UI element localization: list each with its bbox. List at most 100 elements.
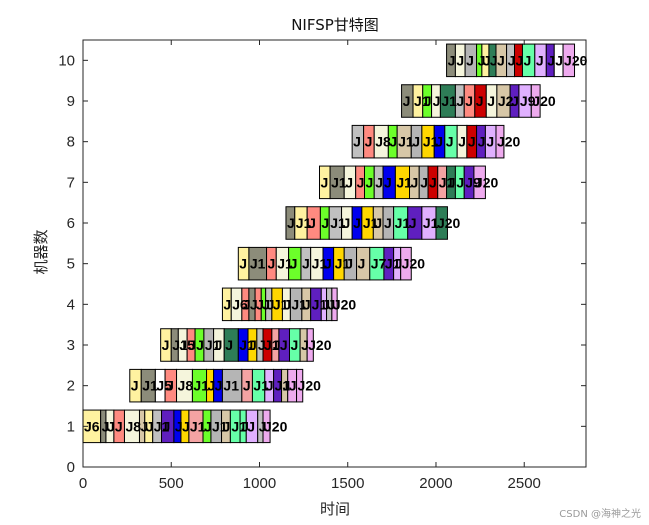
gantt-operation-label: J1 bbox=[205, 337, 221, 353]
gantt-operation-label: J bbox=[273, 337, 281, 353]
gantt-operation-label: J bbox=[523, 52, 531, 68]
gantt-operation-label: J1 bbox=[250, 256, 266, 272]
gantt-operation-label: J20 bbox=[532, 93, 556, 109]
gantt-operation-label: J5 bbox=[179, 337, 195, 353]
gantt-operation-label: J bbox=[302, 256, 310, 272]
gantt-operation-label: J bbox=[458, 134, 466, 150]
gantt-operation-label: J bbox=[249, 337, 257, 353]
gantt-operation-label: J bbox=[290, 337, 298, 353]
gantt-operation-bar bbox=[473, 165, 486, 200]
gantt-operation-label: J20 bbox=[475, 174, 499, 190]
gantt-operation-bar bbox=[435, 206, 448, 240]
gantt-operation-label: J bbox=[536, 52, 544, 68]
gantt-operation-label: J bbox=[508, 52, 516, 68]
gantt-operation-label: J5 bbox=[156, 378, 172, 394]
gantt-operation-label: J bbox=[429, 174, 437, 190]
gantt-operation-label: J bbox=[446, 134, 454, 150]
gantt-operation-label: J bbox=[262, 296, 270, 312]
gantt-operation-label: J1 bbox=[385, 256, 401, 272]
y-tick-label: 7 bbox=[67, 174, 75, 191]
gantt-operation-label: J20 bbox=[402, 256, 426, 272]
gantt-operation-label: J bbox=[448, 174, 456, 190]
gantt-operation-label: J bbox=[290, 256, 298, 272]
gantt-operation-label: J bbox=[456, 93, 464, 109]
gantt-operation-label: J bbox=[343, 215, 351, 231]
x-axis-ticks: 0 500 1000 1500 2000 2500 bbox=[79, 40, 541, 492]
gantt-operation-label: J8 bbox=[125, 418, 141, 434]
x-tick-label: 1000 bbox=[243, 475, 276, 492]
gantt-operation-label: J1 bbox=[273, 296, 289, 312]
gantt-operation-label: J1 bbox=[335, 256, 351, 272]
gantt-operation-label: J bbox=[448, 52, 456, 68]
gantt-operation-label: J bbox=[175, 418, 183, 434]
gantt-operation-label: J bbox=[250, 296, 258, 312]
gantt-operation-label: J bbox=[389, 134, 397, 150]
gantt-operation-bar bbox=[495, 124, 505, 159]
gantt-operation-label: J bbox=[322, 296, 330, 312]
gantt-operation-label: J20 bbox=[298, 378, 322, 394]
gantt-operation-label: J1 bbox=[441, 93, 457, 109]
gantt-operation-label: J bbox=[478, 52, 486, 68]
gantt-operation-label: J bbox=[196, 337, 204, 353]
gantt-operation-label: J1 bbox=[414, 93, 430, 109]
gantt-operation-label: J1 bbox=[277, 256, 293, 272]
gantt-operation-label: J bbox=[555, 52, 563, 68]
gantt-operation-label: J bbox=[225, 337, 233, 353]
gantt-operation-label: J1 bbox=[190, 418, 206, 434]
gantt-operation-label: J20 bbox=[333, 296, 357, 312]
gantt-operation-label: J bbox=[162, 337, 170, 353]
gantt-operation-label: J bbox=[243, 378, 251, 394]
gantt-operation-label: J bbox=[241, 418, 249, 434]
gantt-operation-label: J1 bbox=[239, 337, 255, 353]
y-tick-label: 3 bbox=[67, 337, 75, 354]
gantt-operation-label: J bbox=[283, 378, 291, 394]
gantt-operation-label: J bbox=[215, 337, 223, 353]
y-axis-ticks: 0 1 2 3 4 5 6 7 8 9 10 bbox=[58, 52, 586, 476]
gantt-operation-label: J bbox=[511, 93, 519, 109]
gantt-operation-label: J bbox=[345, 174, 353, 190]
gantt-operation-label: J bbox=[256, 296, 264, 312]
gantt-operation-label: J bbox=[353, 134, 361, 150]
gantt-operation-label: J1 bbox=[193, 378, 209, 394]
gantt-operation-label: J bbox=[308, 215, 316, 231]
x-tick-label: 2500 bbox=[508, 475, 541, 492]
gantt-operation-label: J6 bbox=[84, 418, 100, 434]
x-tick-label: 2000 bbox=[419, 475, 452, 492]
gantt-operation-label: J bbox=[267, 296, 275, 312]
gantt-operation-bar bbox=[400, 246, 412, 281]
y-tick-label: 10 bbox=[58, 52, 75, 69]
gantt-operation-label: J1 bbox=[398, 134, 414, 150]
gantt-operation-label: J20 bbox=[497, 134, 521, 150]
gantt-operation-label: J7 bbox=[371, 256, 387, 272]
gantt-operation-label: J1 bbox=[231, 418, 247, 434]
gantt-operation-label: J bbox=[146, 418, 154, 434]
gantt-operation-bar bbox=[296, 368, 304, 403]
gantt-operation-label: J bbox=[466, 52, 474, 68]
gantt-operation-label: J bbox=[345, 256, 353, 272]
gantt-operation-label: J bbox=[468, 134, 476, 150]
gantt-operation-label: J1 bbox=[212, 418, 228, 434]
x-tick-label: 1500 bbox=[331, 475, 364, 492]
gantt-operation-label: J1 bbox=[312, 296, 328, 312]
gantt-operation-bar bbox=[262, 409, 271, 444]
gantt-operation-label: J bbox=[403, 93, 411, 109]
gantt-operation-label: J bbox=[301, 337, 309, 353]
gantt-operation-label: J bbox=[115, 418, 123, 434]
gantt-operation-label: J1 bbox=[330, 215, 346, 231]
chart-title: NIFSP甘特图 bbox=[291, 16, 379, 34]
gantt-operation-label: J bbox=[258, 337, 266, 353]
gantt-operation-label: J1 bbox=[396, 174, 412, 190]
gantt-operation-bar bbox=[562, 43, 576, 78]
gantt-operation-label: J bbox=[476, 93, 484, 109]
gantt-operation-label: J bbox=[320, 174, 328, 190]
gantt-operation-label: J bbox=[268, 256, 276, 272]
y-tick-label: 9 bbox=[67, 93, 75, 110]
gantt-operation-bar bbox=[331, 287, 338, 322]
gantt-operation-label: J bbox=[163, 418, 171, 434]
gantt-operation-label: J1 bbox=[363, 215, 379, 231]
gantt-operation-label: J bbox=[384, 215, 392, 231]
